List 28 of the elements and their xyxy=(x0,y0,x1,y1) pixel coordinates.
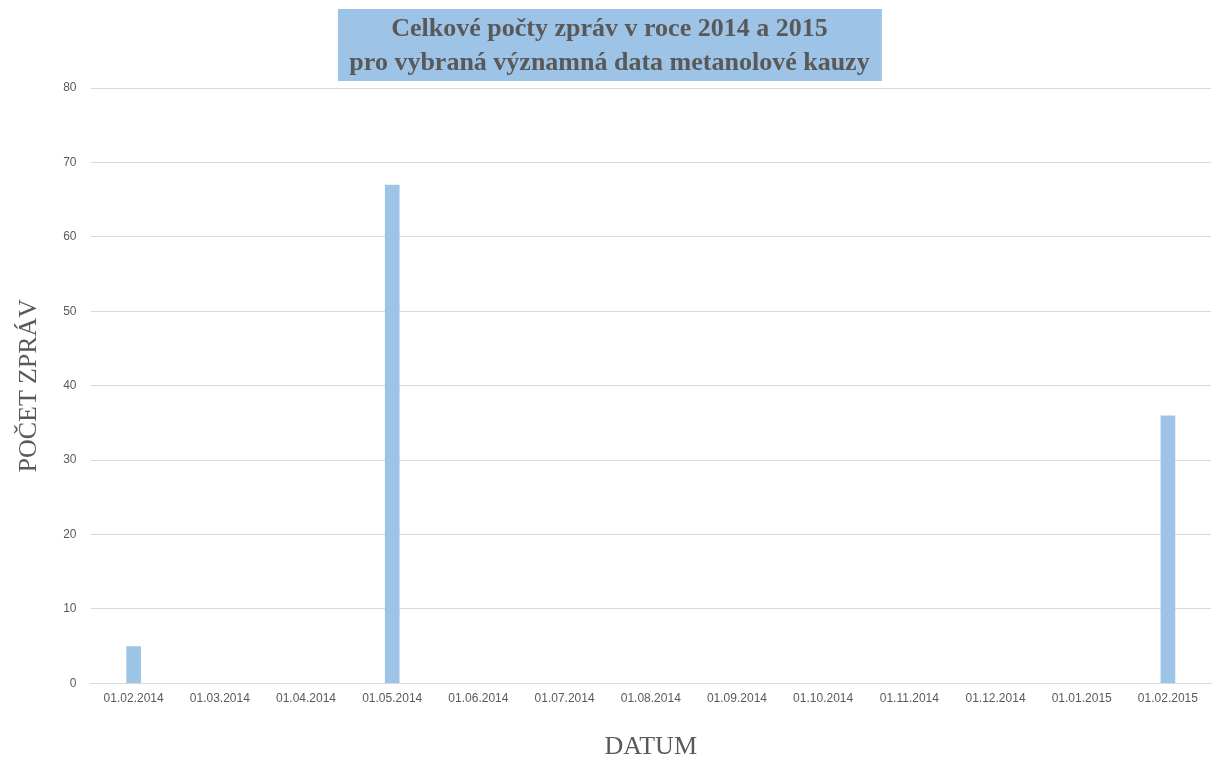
bar xyxy=(1160,415,1176,683)
y-tick-label: 30 xyxy=(63,452,77,467)
x-tick-label: 01.05.2014 xyxy=(362,690,423,705)
x-tick-label: 01.01.2015 xyxy=(1051,690,1113,705)
bar xyxy=(384,184,400,683)
x-tick-label: 01.11.2014 xyxy=(879,690,940,705)
y-tick-label: 60 xyxy=(63,229,77,244)
x-tick-label: 01.08.2014 xyxy=(620,690,682,705)
chart-title: Celkové počty zpráv v roce 2014 a 2015 pro vybraná významná data metanolové kauzy xyxy=(337,9,882,81)
x-tick-label: 01.04.2014 xyxy=(275,690,337,705)
x-tick-label: 01.02.2014 xyxy=(103,690,164,705)
x-tick-label: 01.03.2014 xyxy=(189,690,251,705)
x-tick-label: 01.06.2014 xyxy=(448,690,509,705)
x-tick-label: 01.07.2014 xyxy=(534,690,595,705)
x-axis-title: DATUM xyxy=(604,731,697,761)
y-tick-label: 80 xyxy=(63,80,77,95)
y-tick-label: 50 xyxy=(63,303,77,318)
y-axis-title: POČET ZPRÁV xyxy=(13,298,43,473)
x-tick-label: 01.02.2015 xyxy=(1137,690,1199,705)
bar xyxy=(126,646,141,683)
x-tick-label: 01.10.2014 xyxy=(793,690,854,705)
y-tick-label: 70 xyxy=(63,154,77,169)
y-tick-label: 10 xyxy=(63,601,77,616)
y-tick-label: 20 xyxy=(63,526,77,541)
x-tick-label: 01.09.2014 xyxy=(706,690,768,705)
y-tick-label: 0 xyxy=(69,675,77,690)
x-tick-label: 01.12.2014 xyxy=(965,690,1026,705)
y-tick-label: 40 xyxy=(63,378,77,393)
